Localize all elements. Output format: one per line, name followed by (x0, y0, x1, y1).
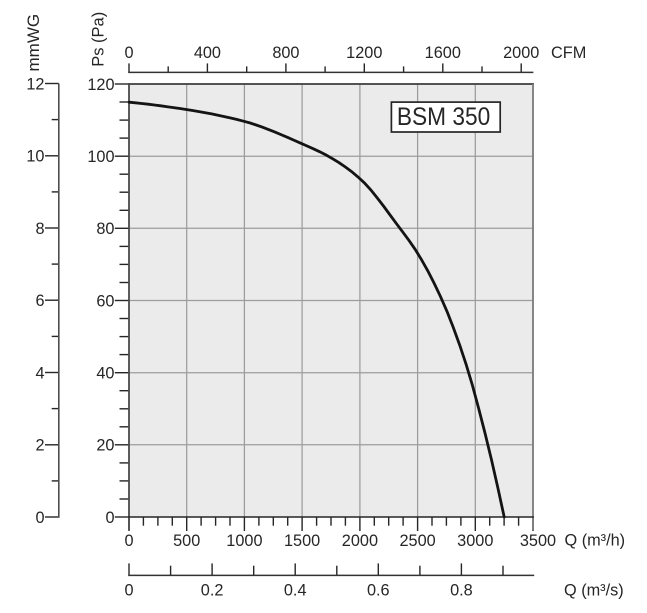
svg-text:20: 20 (96, 437, 114, 455)
svg-text:400: 400 (194, 44, 221, 62)
svg-text:Q (m³/h): Q (m³/h) (565, 532, 626, 550)
svg-text:0.8: 0.8 (450, 582, 473, 600)
svg-text:8: 8 (35, 220, 44, 238)
svg-text:Ps (Pa): Ps (Pa) (90, 12, 108, 67)
svg-text:3000: 3000 (457, 532, 493, 550)
svg-text:3500: 3500 (520, 532, 556, 550)
svg-text:2000: 2000 (342, 532, 378, 550)
svg-text:0: 0 (35, 509, 44, 527)
svg-text:80: 80 (96, 220, 114, 238)
svg-text:4: 4 (35, 364, 44, 382)
svg-text:10: 10 (26, 148, 44, 166)
svg-text:1600: 1600 (425, 44, 461, 62)
svg-text:BSM 350: BSM 350 (397, 104, 490, 131)
svg-text:12: 12 (26, 75, 44, 93)
svg-text:500: 500 (173, 532, 200, 550)
svg-text:800: 800 (272, 44, 299, 62)
svg-text:100: 100 (87, 148, 114, 166)
svg-text:2: 2 (35, 437, 44, 455)
svg-text:120: 120 (87, 76, 114, 94)
svg-text:1200: 1200 (346, 44, 382, 62)
svg-text:2500: 2500 (399, 532, 435, 550)
svg-text:1500: 1500 (284, 532, 320, 550)
svg-text:2000: 2000 (503, 44, 539, 62)
svg-text:0: 0 (124, 582, 133, 600)
svg-text:60: 60 (96, 292, 114, 310)
svg-text:6: 6 (35, 292, 44, 310)
svg-text:0: 0 (124, 44, 133, 62)
svg-text:CFM: CFM (551, 44, 586, 62)
svg-text:40: 40 (96, 365, 114, 383)
svg-text:0.6: 0.6 (367, 582, 390, 600)
svg-text:0: 0 (105, 509, 114, 527)
svg-text:0.2: 0.2 (201, 582, 224, 600)
svg-text:mmWG: mmWG (24, 14, 43, 72)
svg-text:0.4: 0.4 (284, 582, 307, 600)
svg-text:Q (m³/s): Q (m³/s) (564, 582, 624, 600)
svg-text:1000: 1000 (226, 532, 262, 550)
svg-text:0: 0 (124, 532, 133, 550)
